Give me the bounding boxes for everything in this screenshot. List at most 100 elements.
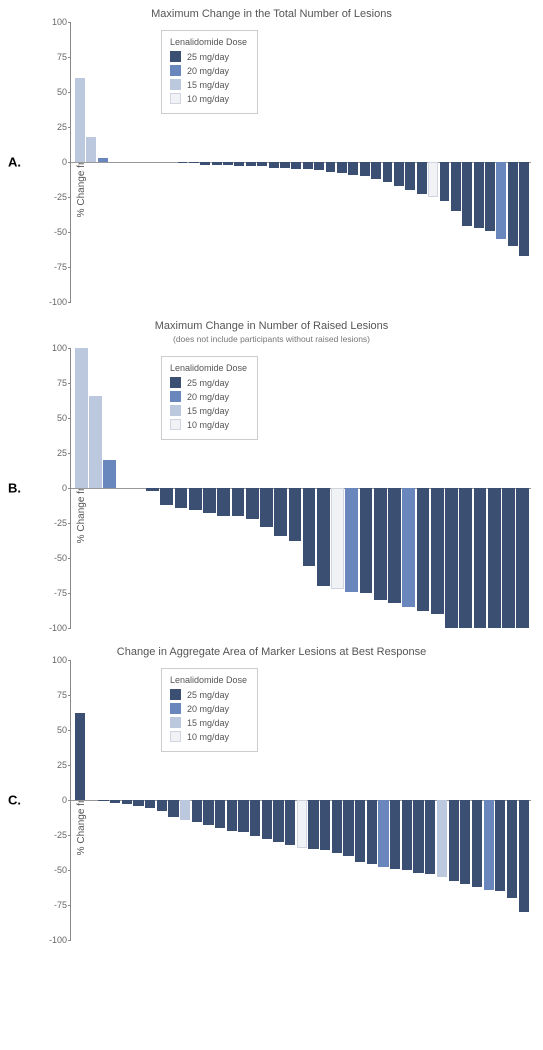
plot-area: -100-75-50-250255075100Lenalidomide Dose… [70, 348, 531, 628]
bar-slot [345, 348, 358, 628]
y-tick-label: 25 [41, 760, 67, 770]
bar-slot [507, 660, 517, 940]
legend-label: 25 mg/day [187, 690, 229, 700]
y-tick-label: 100 [41, 17, 67, 27]
bar-slot [331, 348, 344, 628]
legend-title: Lenalidomide Dose [170, 363, 247, 373]
bar [178, 162, 188, 163]
bar [374, 488, 387, 600]
bar [110, 800, 120, 803]
bar-slot [413, 660, 423, 940]
bar-slot [488, 348, 501, 628]
bar-slot [326, 22, 336, 302]
bar [360, 488, 373, 593]
plot-area: -100-75-50-250255075100Lenalidomide Dose… [70, 660, 531, 940]
y-tick-label: -100 [41, 623, 67, 633]
bar-slot [440, 22, 450, 302]
legend-swatch [170, 731, 181, 742]
panel-subtitle: (does not include participants without r… [12, 334, 531, 344]
y-tick-label: -25 [41, 830, 67, 840]
bar [246, 162, 256, 166]
bar-slot [320, 660, 330, 940]
bar [257, 162, 267, 166]
bar [246, 488, 259, 519]
panel-title: Maximum Change in the Total Number of Le… [12, 8, 531, 20]
bar-slot [98, 22, 108, 302]
legend-label: 25 mg/day [187, 52, 229, 62]
legend-row: 15 mg/day [170, 717, 247, 728]
bar [402, 488, 415, 607]
bar [250, 800, 260, 836]
bar [157, 800, 167, 811]
bar [75, 713, 85, 800]
bar-slot [360, 348, 373, 628]
bar-slot [374, 348, 387, 628]
panel-letter: C. [8, 793, 21, 808]
bar [502, 488, 515, 628]
bar [200, 162, 210, 165]
bar-slot [402, 660, 412, 940]
bar-slot [390, 660, 400, 940]
bar [238, 800, 248, 832]
bar-slot [273, 660, 283, 940]
legend: Lenalidomide Dose25 mg/day20 mg/day15 mg… [161, 356, 258, 440]
bar [440, 162, 450, 201]
panel-title: Change in Aggregate Area of Marker Lesio… [12, 646, 531, 658]
y-tick-label: 50 [41, 413, 67, 423]
bar-slot [297, 660, 307, 940]
bar-slot [371, 22, 381, 302]
legend-swatch [170, 377, 181, 388]
legend-label: 10 mg/day [187, 94, 229, 104]
bar [303, 488, 316, 566]
bar-slot [449, 660, 459, 940]
y-tick-label: -50 [41, 865, 67, 875]
bar [343, 800, 353, 856]
y-tick-label: -25 [41, 192, 67, 202]
y-tick-label: 0 [41, 483, 67, 493]
legend-title: Lenalidomide Dose [170, 675, 247, 685]
bar-slot [87, 660, 97, 940]
panel-title: Maximum Change in Number of Raised Lesio… [12, 320, 531, 332]
legend: Lenalidomide Dose25 mg/day20 mg/day15 mg… [161, 30, 258, 114]
y-tick-mark [68, 870, 71, 871]
bar [472, 800, 482, 887]
bar-slot [360, 22, 370, 302]
bar [367, 800, 377, 864]
bar-slot [519, 22, 529, 302]
bar-slot [274, 348, 287, 628]
bar [291, 162, 301, 169]
bar [260, 488, 273, 527]
y-tick-label: -50 [41, 227, 67, 237]
bar [75, 78, 85, 162]
panel-C: Change in Aggregate Area of Marker Lesio… [12, 646, 531, 940]
bar [285, 800, 295, 845]
y-tick-label: 0 [41, 795, 67, 805]
bar [378, 800, 388, 867]
bar-slot [485, 22, 495, 302]
bar [103, 460, 116, 488]
bar [212, 162, 222, 165]
y-tick-mark [68, 593, 71, 594]
bar-slot [146, 348, 159, 628]
legend-row: 20 mg/day [170, 391, 247, 402]
y-tick-label: -75 [41, 900, 67, 910]
y-tick-label: 75 [41, 690, 67, 700]
bar-slot [103, 348, 116, 628]
y-tick-label: -50 [41, 553, 67, 563]
legend-row: 20 mg/day [170, 65, 247, 76]
bar [449, 800, 459, 881]
bar [394, 162, 404, 186]
bar [98, 158, 108, 162]
legend: Lenalidomide Dose25 mg/day20 mg/day15 mg… [161, 668, 258, 752]
bar [445, 488, 458, 628]
bar-slot [89, 348, 102, 628]
legend-row: 10 mg/day [170, 93, 247, 104]
legend-row: 25 mg/day [170, 377, 247, 388]
bar [189, 162, 199, 163]
legend-row: 10 mg/day [170, 731, 247, 742]
y-tick-label: -75 [41, 588, 67, 598]
bar [175, 488, 188, 508]
bar-slot [303, 348, 316, 628]
bar [331, 488, 344, 589]
panel-A: Maximum Change in the Total Number of Le… [12, 8, 531, 302]
